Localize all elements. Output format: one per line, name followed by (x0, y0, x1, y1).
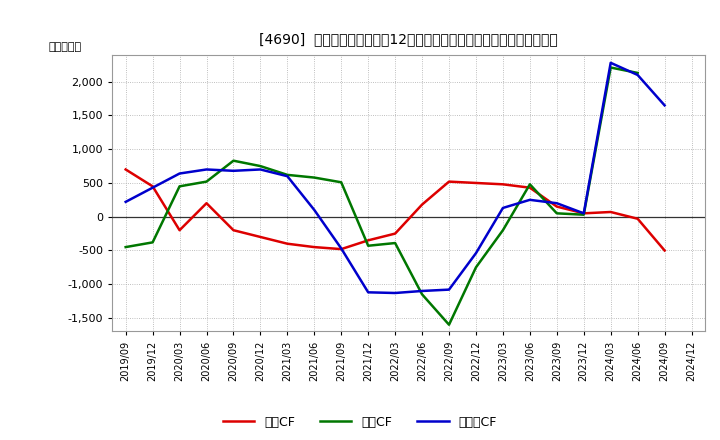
フリーCF (418, 288, 426, 293)
フリーCF (580, 211, 588, 216)
営業CF (606, 209, 615, 215)
投資CF (364, 243, 372, 249)
フリーCF (606, 60, 615, 66)
フリーCF (256, 167, 265, 172)
営業CF (660, 248, 669, 253)
営業CF (122, 167, 130, 172)
フリーCF (283, 173, 292, 179)
投資CF (202, 179, 211, 184)
投資CF (256, 163, 265, 169)
営業CF (580, 211, 588, 216)
Y-axis label: （百万円）: （百万円） (48, 42, 81, 52)
営業CF (472, 180, 480, 186)
投資CF (391, 240, 400, 246)
フリーCF (391, 290, 400, 296)
営業CF (445, 179, 454, 184)
Title: [4690]  キャッシュフローの12か月移動合計の対前年同期増減額の推移: [4690] キャッシュフローの12か月移動合計の対前年同期増減額の推移 (259, 33, 558, 47)
投資CF (229, 158, 238, 163)
営業CF (526, 185, 534, 191)
フリーCF (634, 72, 642, 77)
営業CF (418, 202, 426, 207)
営業CF (310, 245, 319, 250)
フリーCF (445, 287, 454, 292)
フリーCF (660, 103, 669, 108)
営業CF (634, 216, 642, 221)
フリーCF (148, 185, 157, 191)
営業CF (283, 241, 292, 246)
フリーCF (202, 167, 211, 172)
営業CF (364, 238, 372, 243)
投資CF (445, 322, 454, 327)
投資CF (634, 70, 642, 76)
投資CF (148, 240, 157, 245)
フリーCF (364, 290, 372, 295)
フリーCF (310, 207, 319, 213)
フリーCF (552, 201, 561, 206)
投資CF (552, 211, 561, 216)
Line: 投資CF: 投資CF (126, 67, 638, 325)
投資CF (283, 172, 292, 177)
フリーCF (526, 197, 534, 202)
Line: フリーCF: フリーCF (126, 63, 665, 293)
営業CF (498, 182, 507, 187)
フリーCF (229, 168, 238, 173)
フリーCF (337, 246, 346, 251)
営業CF (148, 184, 157, 189)
投資CF (122, 245, 130, 250)
投資CF (472, 265, 480, 270)
投資CF (606, 65, 615, 70)
Legend: 営業CF, 投資CF, フリーCF: 営業CF, 投資CF, フリーCF (218, 411, 502, 434)
フリーCF (498, 205, 507, 211)
フリーCF (122, 199, 130, 205)
投資CF (418, 292, 426, 297)
投資CF (310, 175, 319, 180)
投資CF (337, 180, 346, 185)
営業CF (337, 246, 346, 252)
投資CF (175, 184, 184, 189)
営業CF (552, 204, 561, 209)
フリーCF (175, 171, 184, 176)
投資CF (580, 212, 588, 217)
営業CF (175, 227, 184, 233)
投資CF (526, 182, 534, 187)
営業CF (229, 227, 238, 233)
営業CF (256, 235, 265, 240)
Line: 営業CF: 営業CF (126, 169, 665, 250)
営業CF (202, 201, 211, 206)
営業CF (391, 231, 400, 236)
フリーCF (472, 250, 480, 256)
投資CF (498, 227, 507, 233)
